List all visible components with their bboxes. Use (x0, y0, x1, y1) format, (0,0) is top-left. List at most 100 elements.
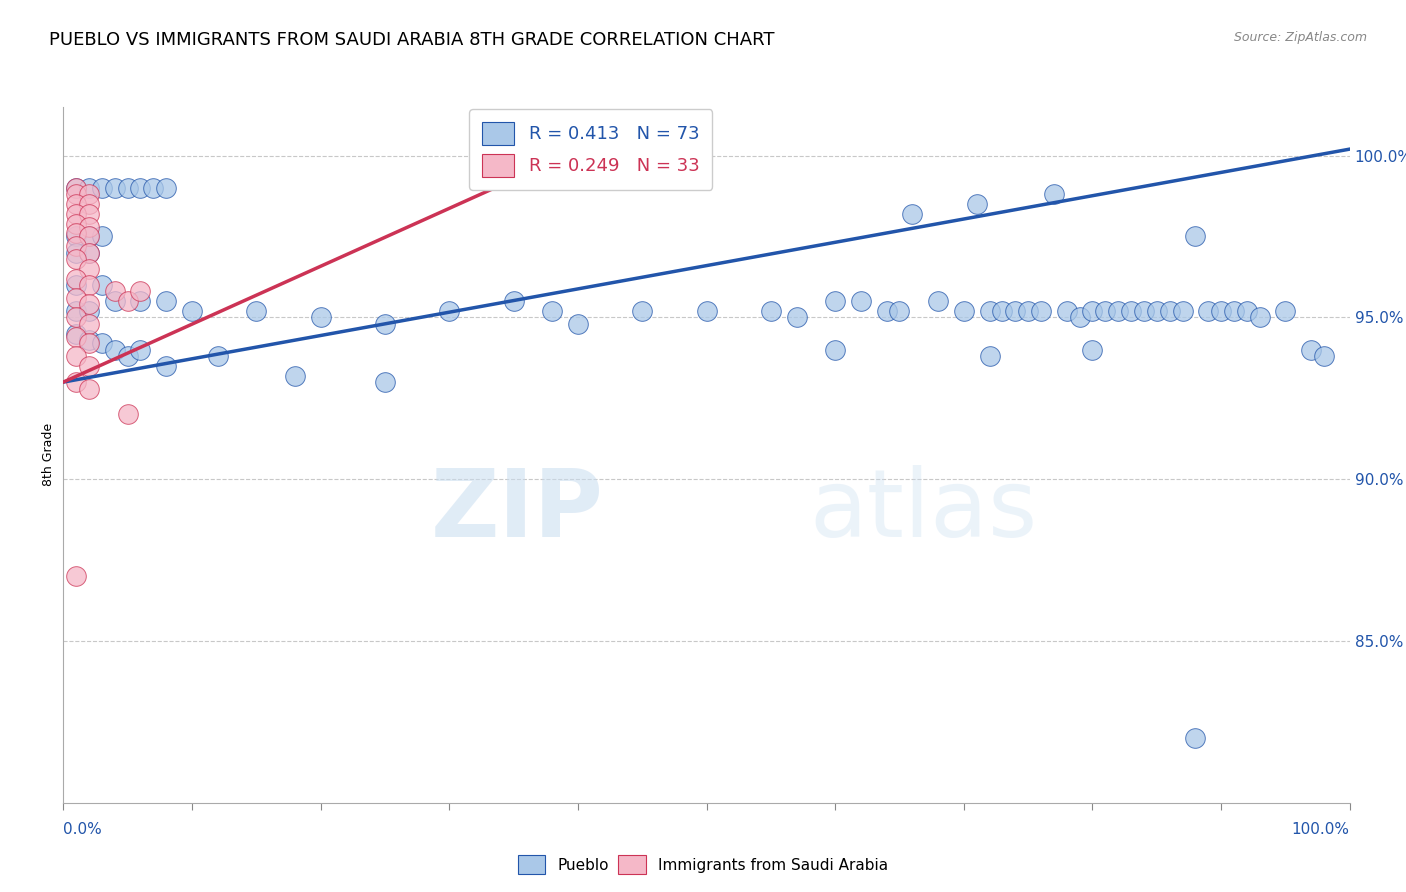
Point (129, 285, 152, 299)
Point (1004, 304, 1026, 318)
Point (1017, 304, 1039, 318)
Point (155, 181, 177, 195)
Point (65, 187, 87, 202)
Point (90, 229, 112, 244)
Point (979, 304, 1001, 318)
Point (129, 343, 152, 357)
Point (953, 304, 976, 318)
Point (1081, 304, 1104, 318)
Text: atlas: atlas (810, 465, 1038, 557)
Text: PUEBLO VS IMMIGRANTS FROM SAUDI ARABIA 8TH GRADE CORRELATION CHART: PUEBLO VS IMMIGRANTS FROM SAUDI ARABIA 8… (49, 31, 775, 49)
Point (1029, 304, 1052, 318)
Text: 100.0%: 100.0% (1292, 822, 1350, 837)
Point (117, 294, 139, 309)
Point (1043, 187, 1066, 202)
Point (77, 304, 100, 318)
Point (65, 304, 87, 318)
Point (991, 304, 1014, 318)
Point (77, 278, 100, 293)
Point (631, 304, 654, 318)
Point (1184, 731, 1206, 745)
Point (117, 181, 139, 195)
Y-axis label: 8th Grade: 8th Grade (42, 424, 55, 486)
Point (65, 181, 87, 195)
Point (1236, 304, 1258, 318)
Point (65, 349, 87, 363)
Point (77, 359, 100, 373)
Point (90, 181, 112, 195)
Point (1133, 304, 1156, 318)
Point (979, 349, 1001, 363)
Point (65, 252, 87, 267)
Point (309, 310, 332, 325)
Point (77, 245, 100, 260)
Point (65, 207, 87, 221)
Point (927, 294, 949, 309)
Point (117, 349, 139, 363)
Point (155, 294, 177, 309)
Point (1313, 349, 1336, 363)
Point (77, 245, 100, 260)
Point (65, 375, 87, 389)
Point (65, 330, 87, 344)
Point (1081, 343, 1104, 357)
Point (77, 261, 100, 276)
Text: Source: ZipAtlas.com: Source: ZipAtlas.com (1233, 31, 1367, 45)
Point (77, 181, 100, 195)
Point (77, 297, 100, 311)
Text: ZIP: ZIP (430, 465, 603, 557)
Point (1197, 304, 1219, 318)
Point (65, 229, 87, 244)
Point (65, 197, 87, 211)
Point (876, 304, 898, 318)
Point (901, 207, 924, 221)
Point (786, 310, 808, 325)
Point (1301, 343, 1323, 357)
Legend: R = 0.413   N = 73, R = 0.249   N = 33: R = 0.413 N = 73, R = 0.249 N = 33 (470, 109, 713, 190)
Point (245, 304, 267, 318)
Point (77, 219, 100, 234)
Point (849, 294, 872, 309)
Point (129, 294, 152, 309)
Point (439, 304, 461, 318)
Point (207, 349, 229, 363)
Point (1056, 304, 1078, 318)
Point (104, 294, 127, 309)
Point (77, 317, 100, 331)
Point (77, 229, 100, 244)
Text: 0.0%: 0.0% (63, 822, 103, 837)
Point (77, 187, 100, 202)
Point (155, 359, 177, 373)
Point (1107, 304, 1129, 318)
Point (1211, 304, 1233, 318)
Point (1274, 304, 1296, 318)
Point (1249, 310, 1271, 325)
Point (77, 207, 100, 221)
Point (65, 310, 87, 325)
Point (65, 271, 87, 285)
Point (824, 343, 846, 357)
Point (759, 304, 782, 318)
Point (77, 336, 100, 351)
Point (65, 239, 87, 253)
Point (374, 317, 396, 331)
Point (90, 336, 112, 351)
Point (1146, 304, 1168, 318)
Point (77, 333, 100, 347)
Point (1159, 304, 1181, 318)
Point (374, 375, 396, 389)
Point (65, 291, 87, 305)
Point (1184, 229, 1206, 244)
Point (889, 304, 911, 318)
Point (77, 229, 100, 244)
Point (65, 569, 87, 583)
Point (65, 245, 87, 260)
Point (696, 304, 718, 318)
Point (1171, 304, 1194, 318)
Point (90, 278, 112, 293)
Point (104, 343, 127, 357)
Point (77, 197, 100, 211)
Point (541, 304, 564, 318)
Point (284, 368, 307, 383)
Point (104, 181, 127, 195)
